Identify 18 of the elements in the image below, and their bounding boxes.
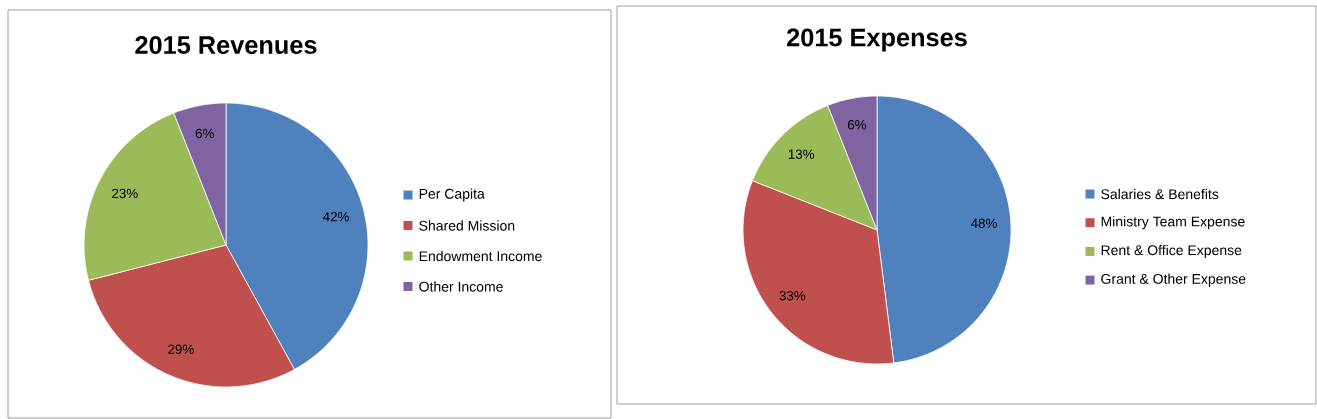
data-label: 23% <box>112 188 138 199</box>
data-label: 33% <box>779 290 806 301</box>
data-label: 6% <box>847 119 867 130</box>
legend-label: Per Capita <box>419 188 485 202</box>
legend-label: Rent & Office Expense <box>1101 244 1242 258</box>
data-label: 13% <box>788 149 815 159</box>
legend-label: Shared Mission <box>419 220 515 231</box>
legend-label: Grant & Other Expense <box>1101 273 1246 287</box>
legend-label: Salaries & Benefits <box>1101 188 1219 200</box>
chart-title: 2015 Revenues <box>135 36 317 54</box>
chart-title: 2015 Expenses <box>787 28 967 52</box>
legend-label: Endowment Income <box>419 250 542 262</box>
data-label: 48% <box>970 218 997 228</box>
legend-label: Ministry Team Expense <box>1101 216 1245 230</box>
data-label: 6% <box>195 128 214 139</box>
data-label: 42% <box>323 212 349 222</box>
data-label: 29% <box>168 344 194 354</box>
legend-label: Other Income <box>419 281 503 292</box>
